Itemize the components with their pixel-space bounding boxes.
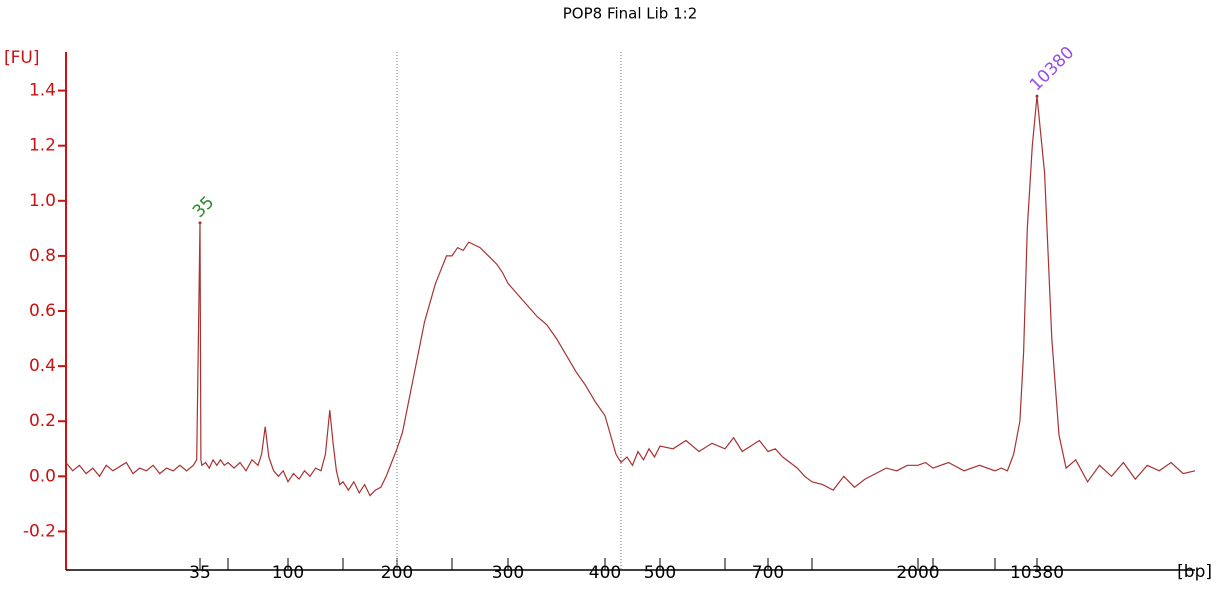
y-tick-label: -0.2 bbox=[23, 521, 56, 541]
y-tick-label: 0.4 bbox=[29, 356, 56, 376]
y-tick-label: 0.2 bbox=[29, 411, 56, 431]
peak-marker bbox=[198, 221, 202, 225]
x-axis-label: [bp] bbox=[1177, 562, 1212, 582]
x-tick-label: 10380 bbox=[1010, 563, 1064, 583]
y-axis-label: [FU] bbox=[4, 48, 40, 68]
y-tick-label: 1.0 bbox=[29, 191, 56, 211]
y-tick-label: 0.8 bbox=[29, 246, 56, 266]
peak-marker bbox=[1035, 94, 1039, 98]
x-tick-label: 35 bbox=[189, 563, 211, 583]
y-tick-label: 1.4 bbox=[29, 81, 56, 101]
x-tick-label: 300 bbox=[492, 563, 524, 583]
y-tick-label: 1.2 bbox=[29, 136, 56, 156]
x-tick-label: 200 bbox=[381, 563, 413, 583]
peak-label: 35 bbox=[189, 192, 218, 221]
y-tick-label: 0.6 bbox=[29, 301, 56, 321]
y-tick-label: 0.0 bbox=[29, 466, 56, 486]
x-tick-label: 700 bbox=[752, 563, 784, 583]
x-tick-label: 500 bbox=[644, 563, 676, 583]
peak-label: 10380 bbox=[1026, 43, 1078, 95]
x-tick-label: 2000 bbox=[896, 563, 939, 583]
x-tick-label: 100 bbox=[272, 563, 304, 583]
chart-title: POP8 Final Lib 1:2 bbox=[563, 5, 698, 23]
x-tick-label: 400 bbox=[589, 563, 621, 583]
trace bbox=[65, 96, 1196, 497]
